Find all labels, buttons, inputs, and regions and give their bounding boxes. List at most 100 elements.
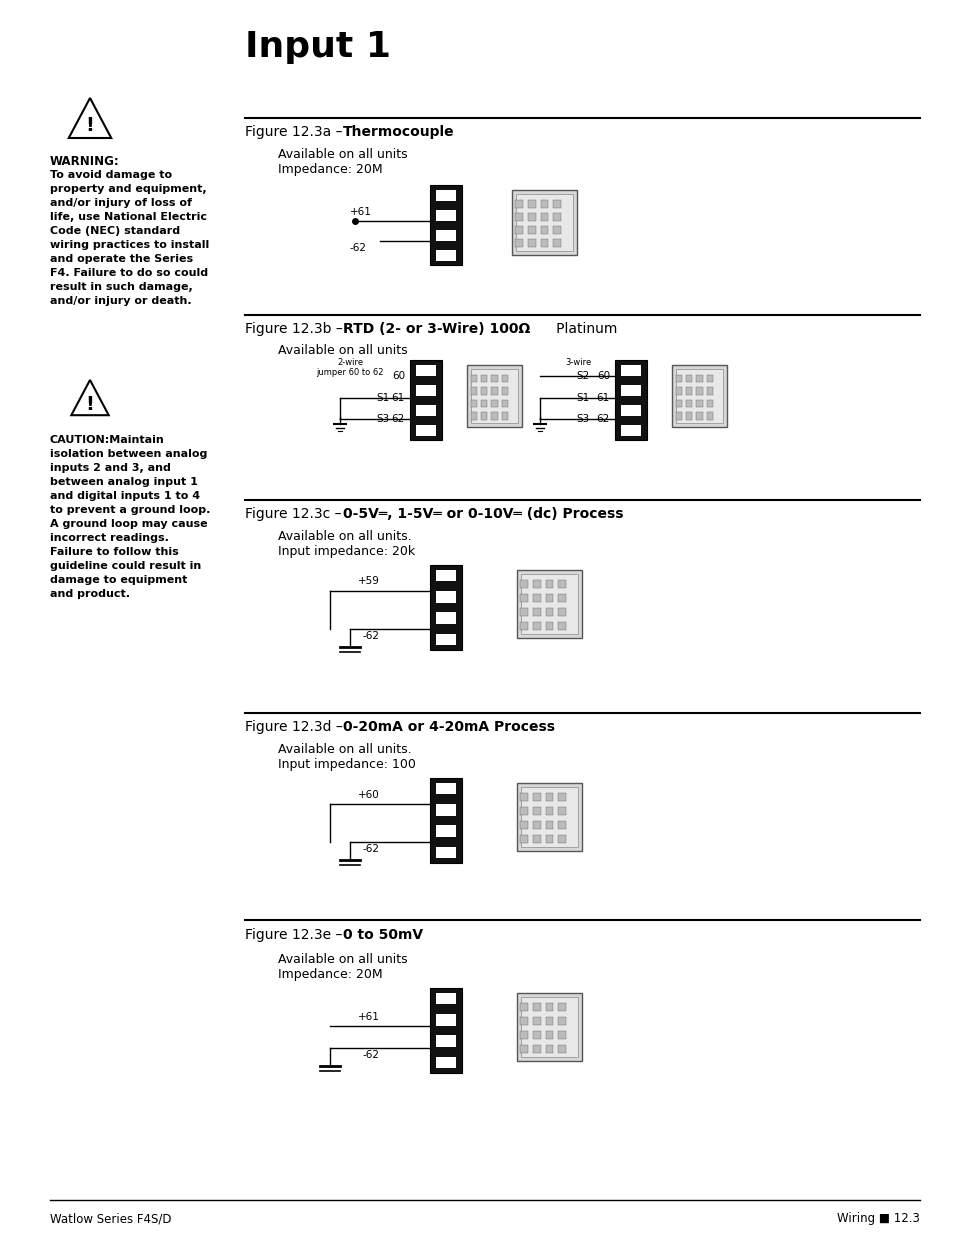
Bar xyxy=(519,821,527,829)
Bar xyxy=(533,835,540,844)
Bar xyxy=(696,399,701,408)
Text: +59: +59 xyxy=(357,577,379,587)
Bar xyxy=(706,387,712,394)
Bar xyxy=(540,240,548,247)
Text: 3-wire: 3-wire xyxy=(564,358,591,367)
Bar xyxy=(436,249,456,261)
Bar xyxy=(471,412,476,420)
Text: Available on all units.: Available on all units. xyxy=(277,743,411,756)
Bar xyxy=(491,387,497,394)
Bar xyxy=(436,1014,456,1026)
Bar xyxy=(545,1045,553,1053)
Bar xyxy=(519,1016,527,1025)
Bar xyxy=(430,564,461,650)
Bar xyxy=(533,621,540,630)
Bar xyxy=(416,364,436,375)
Bar xyxy=(545,1016,553,1025)
Text: -62: -62 xyxy=(350,243,367,253)
Text: Figure 12.3e –: Figure 12.3e – xyxy=(245,927,346,942)
Bar xyxy=(480,412,487,420)
Bar xyxy=(436,613,456,624)
Text: Input impedance: 20k: Input impedance: 20k xyxy=(277,545,415,558)
Bar xyxy=(519,594,527,603)
Text: S3: S3 xyxy=(577,414,589,424)
Bar xyxy=(436,189,456,200)
Text: Impedance: 20M: Impedance: 20M xyxy=(277,968,382,981)
Bar xyxy=(416,384,436,395)
Bar xyxy=(545,608,553,616)
Bar xyxy=(558,608,565,616)
Text: CAUTION:Maintain
isolation between analog
inputs 2 and 3, and
between analog inp: CAUTION:Maintain isolation between analo… xyxy=(50,435,211,599)
Bar xyxy=(519,835,527,844)
Text: S1: S1 xyxy=(376,393,390,403)
Text: Wiring ■ 12.3: Wiring ■ 12.3 xyxy=(836,1212,919,1225)
Bar xyxy=(545,594,553,603)
Bar xyxy=(519,806,527,815)
Bar xyxy=(501,374,507,382)
Bar xyxy=(553,226,560,235)
Bar xyxy=(491,399,497,408)
Bar xyxy=(676,369,722,424)
Bar xyxy=(620,384,639,395)
Bar xyxy=(558,1003,565,1011)
Bar xyxy=(520,787,578,847)
Bar xyxy=(501,412,507,420)
Text: Input 1: Input 1 xyxy=(245,30,391,64)
Bar xyxy=(696,412,701,420)
Bar xyxy=(436,634,456,645)
Bar xyxy=(527,200,535,207)
Bar xyxy=(519,1003,527,1011)
Bar xyxy=(558,594,565,603)
Bar xyxy=(517,571,581,638)
Text: Available on all units.: Available on all units. xyxy=(277,530,411,543)
Bar xyxy=(515,240,522,247)
Bar xyxy=(685,412,692,420)
Text: S1: S1 xyxy=(577,393,589,403)
Bar xyxy=(533,608,540,616)
Bar xyxy=(540,200,548,207)
Text: Platinum: Platinum xyxy=(542,322,617,336)
Bar xyxy=(416,425,436,436)
Text: Watlow Series F4S/D: Watlow Series F4S/D xyxy=(50,1212,172,1225)
Bar xyxy=(620,364,639,375)
Bar xyxy=(467,366,521,427)
Bar xyxy=(517,993,581,1061)
Bar xyxy=(545,579,553,588)
Bar xyxy=(436,592,456,603)
Bar xyxy=(519,608,527,616)
Bar xyxy=(436,783,456,794)
Bar xyxy=(545,1003,553,1011)
Bar xyxy=(436,210,456,221)
Bar xyxy=(558,793,565,802)
Bar xyxy=(558,821,565,829)
Bar xyxy=(558,806,565,815)
Bar xyxy=(696,374,701,382)
Bar xyxy=(430,988,461,1073)
Bar xyxy=(430,185,461,266)
Bar xyxy=(519,621,527,630)
Bar xyxy=(491,412,497,420)
Bar xyxy=(436,846,456,858)
Text: 62: 62 xyxy=(392,414,405,424)
Bar xyxy=(436,804,456,816)
Bar xyxy=(436,1035,456,1047)
Bar xyxy=(519,579,527,588)
Text: 60: 60 xyxy=(392,370,405,382)
Bar xyxy=(533,579,540,588)
Bar xyxy=(558,1016,565,1025)
Bar xyxy=(685,387,692,394)
Bar xyxy=(545,793,553,802)
Bar xyxy=(545,835,553,844)
Text: Figure 12.3d –: Figure 12.3d – xyxy=(245,720,347,734)
Bar xyxy=(685,399,692,408)
Bar xyxy=(558,835,565,844)
Bar xyxy=(558,1031,565,1039)
Bar xyxy=(533,821,540,829)
Text: !: ! xyxy=(86,395,94,414)
Text: 2-wire
jumper 60 to 62: 2-wire jumper 60 to 62 xyxy=(315,358,383,378)
Text: WARNING:: WARNING: xyxy=(50,156,120,168)
Bar xyxy=(558,1045,565,1053)
Bar xyxy=(501,399,507,408)
Text: To avoid damage to
property and equipment,
and/or injury of loss of
life, use Na: To avoid damage to property and equipmen… xyxy=(50,170,209,306)
Bar xyxy=(533,594,540,603)
